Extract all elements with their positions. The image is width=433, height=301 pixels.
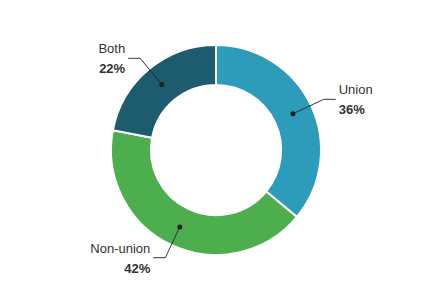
leader-line (153, 227, 179, 258)
slice-label: Both (98, 41, 125, 56)
chart: Union 36% Non-union 42% Both 22% (0, 0, 433, 301)
data-label: 42% (124, 261, 150, 276)
pie-group (111, 45, 321, 255)
leader-line (128, 58, 162, 84)
labels: Union 36% Non-union 42% Both 22% (90, 41, 372, 275)
slice (216, 45, 321, 217)
data-label: 36% (339, 102, 365, 117)
slice-label: Union (339, 82, 373, 97)
leader-dot (177, 224, 182, 229)
slice-label: Non-union (90, 241, 150, 256)
leader-dot (290, 111, 295, 116)
slice (111, 130, 297, 255)
leader-line (293, 99, 336, 113)
slice (113, 45, 216, 138)
data-label: 22% (99, 61, 125, 76)
